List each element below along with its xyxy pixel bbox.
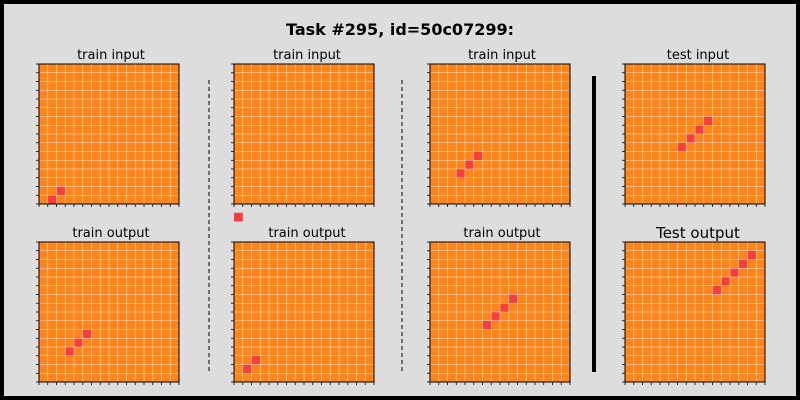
grid-border [38, 63, 180, 205]
grid-test-output [622, 241, 766, 385]
grid-border [429, 63, 571, 205]
highlight-cell [456, 169, 465, 178]
grid-border [429, 241, 571, 383]
highlight-cell [82, 329, 92, 339]
highlight-cell [482, 320, 492, 330]
grid-train-output-2 [231, 241, 375, 385]
highlight-cell [508, 294, 518, 304]
panel-label-train-input-1: train input [77, 48, 145, 63]
highlight-cell [56, 186, 66, 196]
highlight-cell [74, 338, 83, 347]
panel-label-train-input-2: train input [273, 48, 341, 63]
separator-dashed-2 [401, 80, 403, 372]
highlight-cell [242, 364, 252, 374]
separator-solid [592, 76, 596, 372]
separator-dashed-1 [208, 80, 210, 372]
highlight-cell [686, 134, 695, 143]
highlight-cell [465, 160, 474, 169]
highlight-cell [677, 142, 687, 152]
panel-label-test-output: Test output [656, 224, 740, 242]
grid-border [38, 241, 180, 383]
grid-train-input-3 [427, 63, 571, 207]
panel-label-train-input-3: train input [468, 48, 536, 63]
grid-border [624, 241, 766, 383]
grid-test-input [622, 63, 766, 207]
highlight-cell [712, 285, 722, 295]
highlight-cell [703, 116, 713, 126]
grid-train-input-2 [231, 63, 375, 222]
figure-title: Task #295, id=50c07299: [286, 20, 514, 39]
highlight-cell [738, 259, 748, 269]
highlight-cell [500, 303, 509, 312]
panel-label-train-output-3: train output [463, 226, 541, 241]
grid-train-output-3 [427, 241, 571, 385]
highlight-cell [721, 277, 730, 286]
highlight-cell [491, 312, 500, 321]
highlight-cell [695, 125, 704, 134]
grid-border [233, 241, 375, 383]
panel-label-train-output-2: train output [268, 226, 346, 241]
highlight-cell [65, 347, 74, 356]
highlight-cell [747, 250, 757, 260]
grid-train-input-1 [36, 63, 180, 207]
panel-label-train-output-1: train output [72, 226, 150, 241]
highlight-cell [251, 355, 261, 365]
highlight-cell [730, 268, 739, 277]
highlight-cell [234, 212, 243, 222]
highlight-cell [473, 151, 483, 161]
highlight-cell [47, 195, 57, 204]
panel-label-test-input: test input [666, 48, 730, 63]
grid-train-output-1 [36, 241, 180, 385]
grid-border [233, 63, 375, 205]
grid-border [624, 63, 766, 205]
